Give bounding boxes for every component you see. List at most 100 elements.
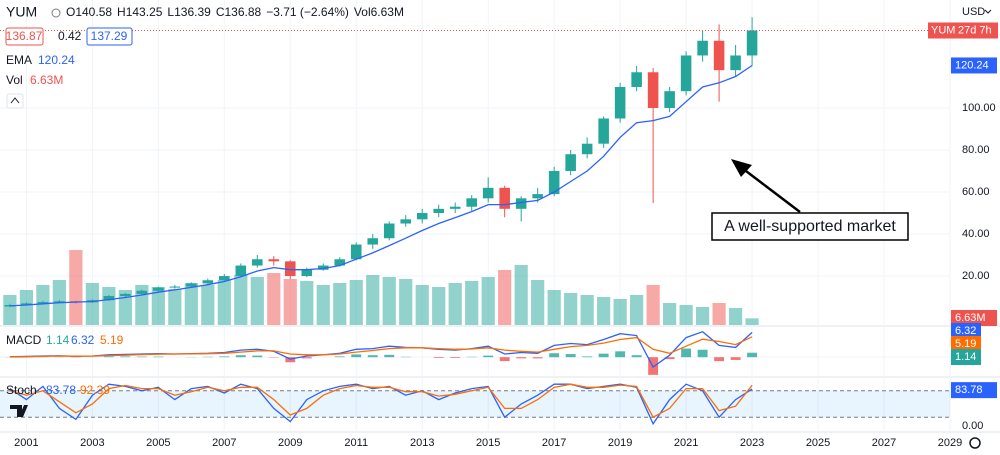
candle-body [614, 86, 626, 119]
quote-text: Vol6.63M [354, 5, 404, 19]
volume-bar [184, 283, 198, 325]
currency-caret [984, 9, 992, 14]
x-tick-label: 2007 [212, 437, 236, 449]
macd-histogram-bar [499, 357, 510, 362]
macd-histogram-bar [549, 353, 560, 358]
y-tick-label: 20.00 [962, 270, 990, 282]
volume-bar [333, 283, 347, 325]
x-tick-label: 2029 [938, 437, 962, 449]
volume-bar [102, 287, 116, 325]
ema-line [9, 64, 753, 307]
volume-bar [85, 283, 99, 325]
x-tick-label: 2013 [410, 437, 434, 449]
candle-body [598, 118, 609, 144]
macd-tag-bg [951, 336, 981, 352]
volume-bar [168, 289, 182, 325]
volume-bar [267, 273, 281, 325]
symbol[interactable]: YUM [6, 4, 37, 20]
x-tick-label: 2017 [542, 437, 566, 449]
volume-bar [283, 279, 297, 325]
macd-histogram-bar [516, 357, 527, 359]
candle-body [631, 72, 642, 87]
candle-body [515, 198, 527, 209]
macd-histogram-bar [103, 356, 114, 358]
candle-body [416, 213, 428, 220]
macd-name: MACD [6, 333, 42, 347]
macd-tag: 1.14 [955, 351, 976, 363]
candle-body [482, 187, 494, 199]
macd-histogram-bar [615, 351, 626, 358]
settings-icon[interactable] [969, 437, 981, 449]
volume-bar [696, 307, 710, 325]
volume-bar [630, 295, 644, 325]
candle-body [136, 290, 148, 294]
x-tick-label: 2027 [872, 437, 896, 449]
candle-body [466, 198, 477, 207]
candle-body [680, 55, 692, 92]
macd-histogram-bar [532, 357, 543, 359]
candle-body [235, 265, 247, 277]
macd-tag: 5.19 [955, 338, 976, 350]
stoch-band [0, 390, 950, 418]
annotation-box [711, 212, 909, 241]
candle-body [383, 223, 395, 239]
symbol-tag: YUM [931, 24, 955, 36]
volume-bar [399, 279, 413, 325]
candle-body [400, 219, 412, 224]
candle-body [153, 287, 164, 291]
macd-histogram-bar [120, 356, 131, 358]
collapse-button[interactable] [6, 93, 24, 109]
stoch-tag-bg [951, 382, 997, 399]
stoch-d-value: 92.39 [80, 383, 110, 397]
volume-bar [498, 270, 512, 325]
ema-value: 120.24 [38, 53, 75, 67]
signal-value: 5.19 [100, 333, 124, 347]
volume-bar [712, 303, 726, 325]
volume-bar [514, 265, 528, 325]
volume-bar [531, 280, 545, 325]
candle-body [54, 301, 65, 303]
quote: O140.58 H143.25 L136.39 C136.88 −3.71 (−2.64… [66, 5, 404, 19]
volume-bar [745, 318, 759, 325]
y-tick-label: 80.00 [962, 144, 990, 156]
macd-hist-value: 1.14 [46, 333, 70, 347]
volume-bar [250, 277, 264, 325]
volume-bar [663, 303, 677, 325]
quote-text: C136.88 [216, 5, 262, 19]
candle-body [581, 143, 593, 155]
candle-body [103, 296, 115, 301]
volume-bar [481, 277, 495, 325]
x-tick-label: 2005 [146, 437, 170, 449]
bid: 136.87 [6, 29, 43, 43]
macd-histogram-bar [252, 355, 263, 358]
candle-body [219, 276, 230, 281]
bid-box[interactable] [5, 27, 44, 46]
macd-tag: 6.32 [955, 325, 976, 337]
macd-histogram-bar [730, 357, 741, 360]
macd-histogram-bar [433, 357, 444, 358]
volume-bar [580, 295, 594, 325]
volume-bar [234, 275, 248, 325]
marks [0, 17, 950, 426]
macd-histogram-bar [631, 355, 642, 358]
x-tick-label: 2015 [476, 437, 500, 449]
candle-body [169, 286, 181, 288]
macd-histogram-bar [681, 348, 692, 358]
macd-histogram-bar [235, 355, 246, 358]
status-icon [51, 8, 61, 18]
currency[interactable]: USD [962, 6, 985, 18]
volume-bar [349, 280, 363, 325]
vol-name: Vol [6, 73, 23, 87]
volume-bar [448, 283, 462, 325]
stoch-tag: 83.78 [955, 384, 983, 396]
candle-body [350, 244, 362, 260]
stoch-name: Stoch [6, 383, 37, 397]
volume-bar [366, 275, 380, 325]
y-tick-label: 60.00 [962, 186, 990, 198]
ask-box[interactable] [86, 27, 133, 46]
stoch-k-value: 83.78 [46, 383, 76, 397]
volume-bar [415, 285, 429, 325]
candle-body [647, 72, 659, 108]
quote-text: O140.58 [66, 5, 112, 19]
